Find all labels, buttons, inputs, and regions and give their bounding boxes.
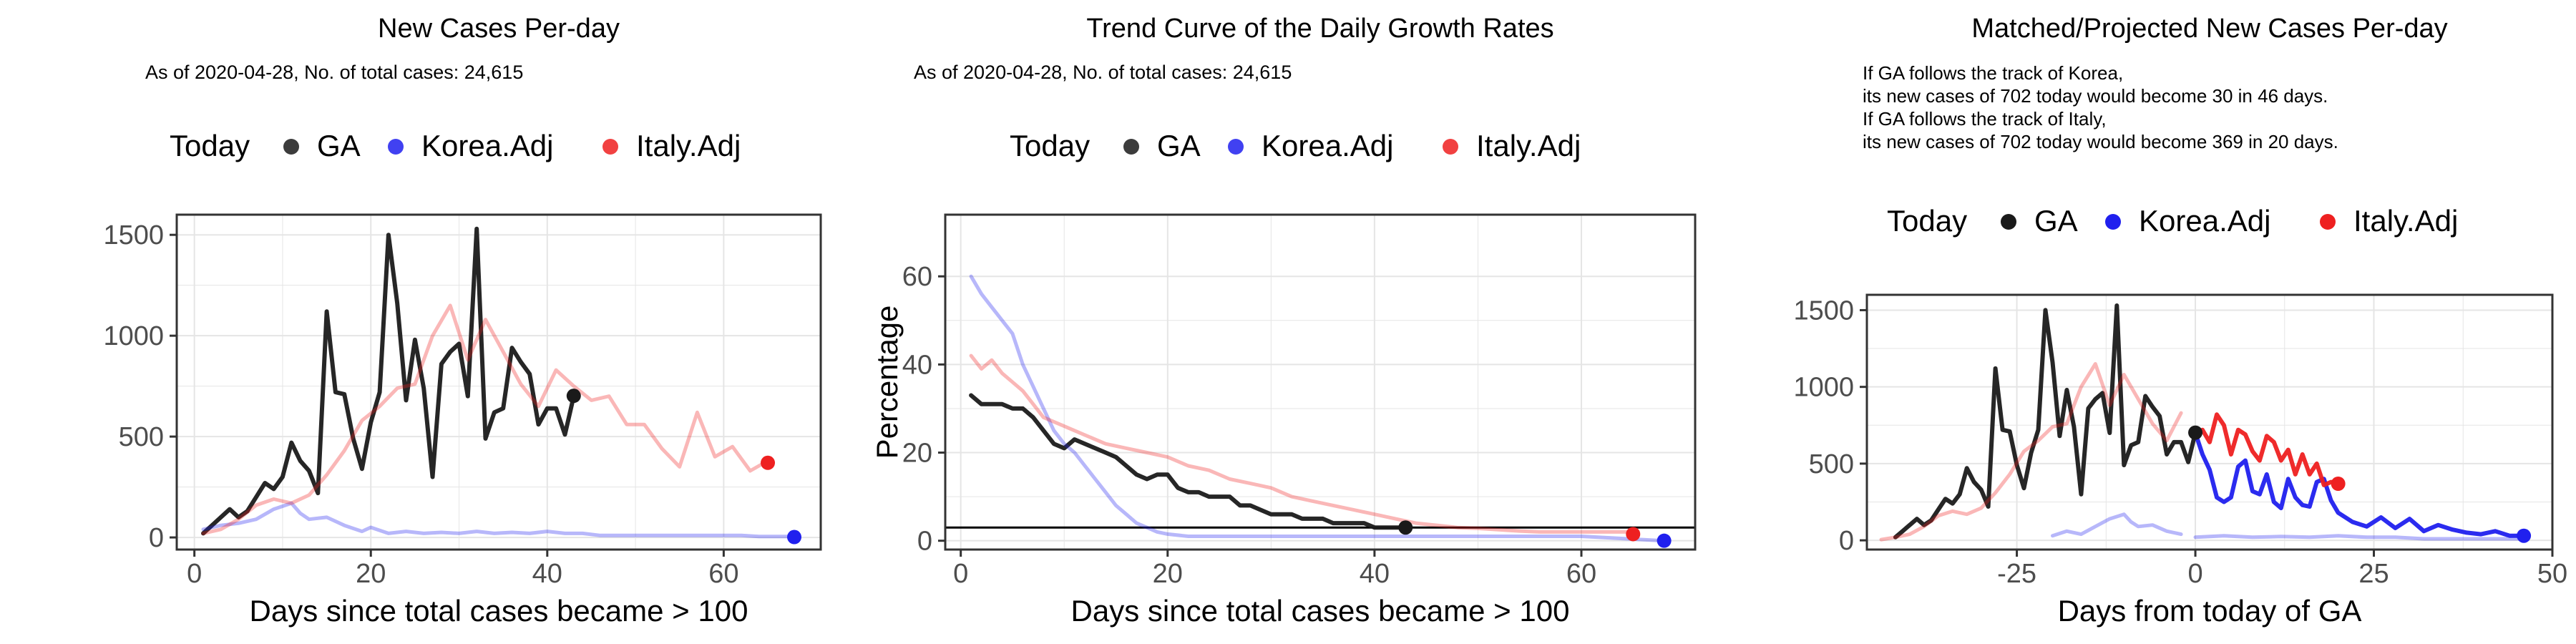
legend-key-italy-adj	[1443, 139, 1458, 155]
y-tick-label: 0	[1839, 526, 1854, 556]
panel-border	[175, 213, 822, 551]
series-line-ga	[969, 393, 1408, 530]
annotation-line: If GA follows the track of Korea,	[1863, 62, 2123, 84]
today-point-italy-adj	[761, 455, 776, 470]
x-tick-label: 60	[1566, 559, 1596, 589]
annotation-line: its new cases of 702 today would become …	[1863, 85, 2328, 107]
x-axis-label: Days since total cases became > 100	[1071, 594, 1570, 628]
grid	[945, 215, 1695, 550]
series-line-korea-adj-projection	[2193, 431, 2527, 538]
y-tick-label: 0	[917, 527, 932, 557]
chart-panel-1: New Cases Per-day As of 2020-04-28, No. o…	[103, 14, 822, 628]
x-tick-label: 0	[953, 559, 968, 589]
today-point-korea-adj	[2517, 528, 2532, 543]
series-line-italy-adj	[969, 353, 1635, 534]
today-point-ga	[2188, 425, 2203, 440]
annotation-line: its new cases of 702 today would become …	[1863, 131, 2338, 152]
legend-label: Korea.Adj	[2139, 204, 2270, 238]
series-line-ga	[1893, 303, 2197, 540]
legend-label: Korea.Adj	[421, 129, 553, 162]
y-tick-label: 1500	[103, 220, 164, 250]
legend-title: Today	[1887, 204, 1967, 238]
series-line-italy-adj-projection	[2193, 412, 2341, 487]
legend-key-korea-adj	[388, 139, 404, 155]
today-point-italy-adj	[2331, 476, 2346, 491]
legend-key-italy-adj	[602, 139, 618, 155]
y-tick-label: 1500	[1793, 296, 1854, 326]
series-line-korea-adj	[201, 501, 796, 539]
today-point-korea-adj	[1657, 533, 1672, 548]
series-line-italy-adj	[201, 303, 770, 535]
y-tick-label: 0	[149, 523, 164, 553]
y-tick-label: 1000	[103, 321, 164, 351]
panel-border	[944, 213, 1697, 551]
chart-panel-2: Trend Curve of the Daily Growth Rates As …	[870, 14, 1697, 628]
legend-key-korea-adj	[2105, 214, 2121, 230]
legend-title: Today	[1010, 129, 1090, 162]
legend-key-ga	[2001, 214, 2016, 230]
chart-title: New Cases Per-day	[378, 14, 620, 44]
series-line-italy-adj-history	[1879, 362, 2183, 542]
legend-label: Italy.Adj	[1476, 129, 1581, 162]
x-tick-label: 40	[532, 559, 562, 589]
x-tick-label: 50	[2537, 559, 2567, 589]
today-point-italy-adj	[1626, 527, 1641, 542]
annotation-line: If GA follows the track of Italy,	[1863, 108, 2107, 130]
grid	[1867, 295, 2553, 550]
series-line-korea-adj-history	[2051, 512, 2183, 538]
today-point-ga	[1398, 520, 1413, 535]
x-tick-label: 20	[1153, 559, 1183, 589]
chart-title: Matched/Projected New Cases Per-day	[1971, 14, 2447, 44]
x-tick-label: 0	[187, 559, 202, 589]
chart-panel-3: Matched/Projected New Cases Per-day If GA…	[1793, 14, 2567, 628]
legend-key-ga	[1123, 139, 1139, 155]
x-axis-label: Days from today of GA	[2058, 594, 2362, 628]
y-tick-label: 500	[119, 422, 164, 452]
y-tick-label: 1000	[1793, 373, 1854, 403]
x-tick-label: 40	[1360, 559, 1390, 589]
legend: Today GA Korea.Adj Italy.Adj	[1887, 204, 2458, 238]
series-line-korea-adj	[969, 274, 1667, 543]
legend-key-italy-adj	[2320, 214, 2336, 230]
panel-border	[1865, 293, 2554, 551]
x-tick-label: 0	[2187, 559, 2202, 589]
legend: Today GA Korea.Adj Italy.Adj	[170, 129, 741, 162]
legend-key-ga	[283, 139, 299, 155]
x-tick-label: 25	[2358, 559, 2389, 589]
y-tick-label: 20	[902, 439, 932, 469]
legend-label: GA	[2034, 204, 2078, 238]
series-line-korea-adj-history-tail	[2193, 534, 2526, 541]
x-tick-label: 60	[708, 559, 738, 589]
x-tick-label: 20	[356, 559, 386, 589]
legend-label: GA	[317, 129, 361, 162]
y-axis-label: Percentage	[870, 306, 904, 459]
series-line-ga	[201, 226, 576, 536]
legend-label: Italy.Adj	[636, 129, 741, 162]
x-tick-label: -25	[1997, 559, 2036, 589]
legend-key-korea-adj	[1228, 139, 1244, 155]
legend-title: Today	[170, 129, 250, 162]
legend-label: Korea.Adj	[1262, 129, 1393, 162]
today-point-ga	[566, 389, 581, 404]
today-point-korea-adj	[787, 530, 802, 545]
chart-subtitle: As of 2020-04-28, No. of total cases: 24…	[914, 62, 1292, 83]
legend-label: GA	[1157, 129, 1201, 162]
legend: Today GA Korea.Adj Italy.Adj	[1010, 129, 1581, 162]
x-axis-label: Days since total cases became > 100	[250, 594, 748, 628]
y-tick-label: 40	[902, 350, 932, 380]
grid	[177, 215, 821, 550]
legend-label: Italy.Adj	[2353, 204, 2458, 238]
y-tick-label: 60	[902, 262, 932, 292]
y-tick-label: 500	[1809, 449, 1854, 479]
chart-title: Trend Curve of the Daily Growth Rates	[1086, 14, 1553, 44]
chart-subtitle: As of 2020-04-28, No. of total cases: 24…	[145, 62, 523, 83]
